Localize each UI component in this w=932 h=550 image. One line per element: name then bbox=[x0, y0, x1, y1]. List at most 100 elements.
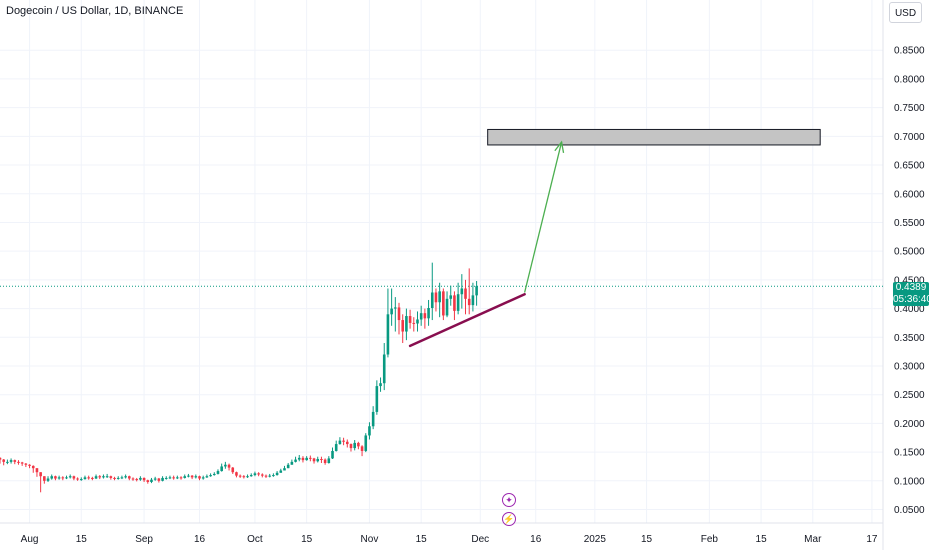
support-trendline[interactable] bbox=[408, 292, 526, 348]
candle-up bbox=[475, 286, 478, 296]
x-tick-label: Feb bbox=[701, 534, 719, 545]
candle-up bbox=[305, 457, 308, 461]
candle-up bbox=[430, 292, 434, 309]
candle-down bbox=[242, 476, 246, 478]
candle-down bbox=[146, 480, 150, 482]
candle-up bbox=[212, 473, 216, 476]
x-tick-label: Dec bbox=[471, 534, 489, 545]
y-tick-label: 0.7500 bbox=[894, 103, 925, 114]
y-tick-label: 0.7000 bbox=[894, 132, 925, 143]
candle-up bbox=[416, 319, 419, 324]
x-tick-label: 16 bbox=[530, 534, 542, 545]
candle-up bbox=[83, 477, 87, 480]
candle-up bbox=[294, 459, 297, 462]
candle-down bbox=[135, 479, 138, 481]
candle-up bbox=[120, 477, 124, 479]
candle-down bbox=[257, 473, 260, 475]
candle-down bbox=[72, 476, 76, 479]
candle-up bbox=[57, 477, 61, 479]
candle-down bbox=[453, 295, 456, 311]
y-tick-label: 0.4000 bbox=[894, 304, 925, 315]
candle-up bbox=[449, 295, 453, 299]
candle-down bbox=[142, 477, 146, 481]
x-tick-label: Aug bbox=[21, 534, 39, 545]
candle-up bbox=[150, 479, 153, 482]
candle-up bbox=[471, 295, 475, 306]
projection-arrow[interactable] bbox=[523, 141, 563, 293]
x-tick-label: 17 bbox=[866, 534, 878, 545]
candle-up bbox=[168, 477, 172, 479]
candle-up bbox=[316, 458, 320, 462]
time-axis[interactable]: Aug 15 Sep 16 Oct 15 Nov 15 Dec 16 2025 15 Feb 15 Mar 1… bbox=[21, 534, 878, 545]
candle-up bbox=[79, 479, 83, 481]
y-tick-label: 0.1500 bbox=[894, 448, 925, 459]
candle-up bbox=[283, 468, 286, 471]
target-zone-rectangle[interactable] bbox=[487, 128, 821, 146]
candle-down bbox=[231, 467, 235, 473]
x-tick-label: 15 bbox=[416, 534, 428, 545]
candle-down bbox=[61, 477, 65, 479]
candle-up bbox=[427, 308, 430, 319]
candle-down bbox=[28, 464, 31, 466]
drawings-layer[interactable] bbox=[408, 128, 821, 348]
candle-down bbox=[261, 474, 264, 476]
candle-up bbox=[327, 458, 331, 464]
candle-down bbox=[43, 476, 46, 481]
candle-down bbox=[0, 457, 2, 460]
candle-up bbox=[153, 478, 157, 480]
x-tick-label: 2025 bbox=[584, 534, 607, 545]
x-tick-label: 15 bbox=[756, 534, 768, 545]
candle-up bbox=[334, 444, 338, 451]
candle-up bbox=[46, 478, 50, 481]
candle-up bbox=[116, 477, 120, 479]
currency-button[interactable]: USD bbox=[889, 2, 922, 23]
candle-down bbox=[360, 446, 364, 451]
candle-down bbox=[190, 475, 194, 478]
x-tick-label: Mar bbox=[804, 534, 822, 545]
candle-down bbox=[17, 461, 20, 463]
x-tick-label: Sep bbox=[135, 534, 153, 545]
y-tick-label: 0.3500 bbox=[894, 333, 925, 344]
candle-up bbox=[6, 461, 9, 463]
candle-down bbox=[39, 472, 42, 477]
candle-down bbox=[87, 477, 90, 479]
candle-up bbox=[201, 477, 205, 479]
candle-down bbox=[24, 463, 28, 465]
candle-up bbox=[102, 476, 105, 478]
candle-down bbox=[31, 465, 35, 469]
star-event-icon[interactable]: ✦ bbox=[502, 493, 516, 507]
candle-down bbox=[309, 457, 312, 459]
candle-up bbox=[94, 476, 98, 479]
candle-down bbox=[412, 322, 416, 324]
candle-up bbox=[445, 298, 449, 316]
candle-down bbox=[227, 464, 231, 468]
candle-down bbox=[13, 460, 17, 462]
y-tick-label: 0.0500 bbox=[894, 505, 925, 516]
candle-down bbox=[128, 476, 131, 479]
candle-up bbox=[368, 426, 371, 436]
y-tick-label: 0.2000 bbox=[894, 419, 925, 430]
y-tick-label: 0.1000 bbox=[894, 476, 925, 487]
candle-down bbox=[238, 475, 242, 477]
candle-up bbox=[382, 354, 386, 384]
candle-up bbox=[272, 475, 275, 477]
candle-up bbox=[187, 475, 190, 477]
candle-up bbox=[253, 473, 257, 476]
x-tick-label: 15 bbox=[76, 534, 88, 545]
price-axis[interactable]: 0.8500 0.8000 0.7500 0.7000 0.6500 0.6000 0.55… bbox=[894, 46, 925, 516]
candle-down bbox=[98, 476, 102, 478]
candle-down bbox=[345, 441, 349, 445]
candle-up bbox=[353, 442, 356, 449]
lightning-event-icon[interactable]: ⚡ bbox=[502, 512, 516, 526]
candle-up bbox=[419, 313, 423, 320]
y-tick-label: 0.3000 bbox=[894, 361, 925, 372]
candle-down bbox=[113, 477, 116, 479]
candle-up bbox=[124, 476, 127, 478]
candle-down bbox=[131, 478, 135, 480]
candle-up bbox=[205, 476, 209, 478]
candle-down bbox=[301, 457, 305, 461]
candle-up bbox=[216, 471, 220, 474]
candle-up bbox=[164, 477, 168, 479]
y-tick-label: 0.8000 bbox=[894, 74, 925, 85]
